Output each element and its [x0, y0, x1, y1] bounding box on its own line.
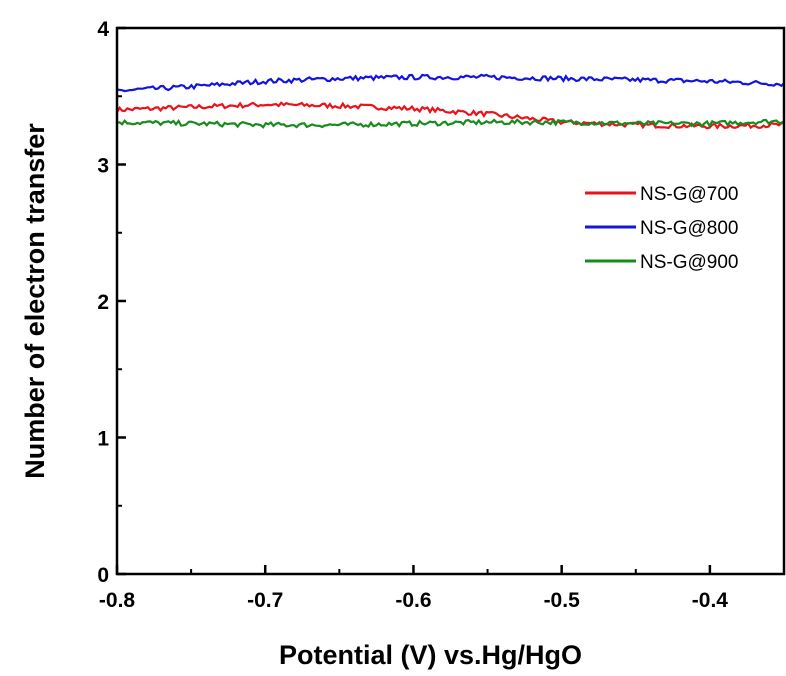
y-tick-label: 4 — [97, 18, 109, 41]
legend-label: NS-G@900 — [640, 252, 739, 273]
y-tick-label: 2 — [97, 291, 109, 314]
plot-lines — [116, 73, 785, 130]
legend: NS-G@700 NS-G@800 NS-G@900 — [585, 184, 739, 273]
plot-frame — [115, 26, 786, 576]
x-tick-label: -0.4 — [692, 589, 729, 612]
y-axis-title: Number of electron transfer — [20, 123, 50, 479]
legend-label: NS-G@800 — [640, 218, 739, 239]
y-tick-label: 0 — [97, 564, 109, 587]
series-line-NS-G@800 — [116, 73, 785, 93]
x-tick-label: -0.7 — [247, 589, 283, 612]
x-axis-title: Potential (V) vs.Hg/HgO — [279, 640, 582, 670]
x-tick-label: -0.5 — [544, 589, 581, 612]
y-tick-label: 3 — [97, 155, 109, 178]
x-tick-label: -0.6 — [395, 589, 431, 612]
series-line-NS-G@900 — [116, 118, 785, 129]
legend-label: NS-G@700 — [640, 184, 739, 205]
y-tick-label: 1 — [97, 428, 109, 451]
axis-ticks: -0.8 -0.7 -0.6 -0.5 -0.4 0 1 2 3 4 — [97, 18, 785, 612]
x-tick-label: -0.8 — [99, 589, 136, 612]
